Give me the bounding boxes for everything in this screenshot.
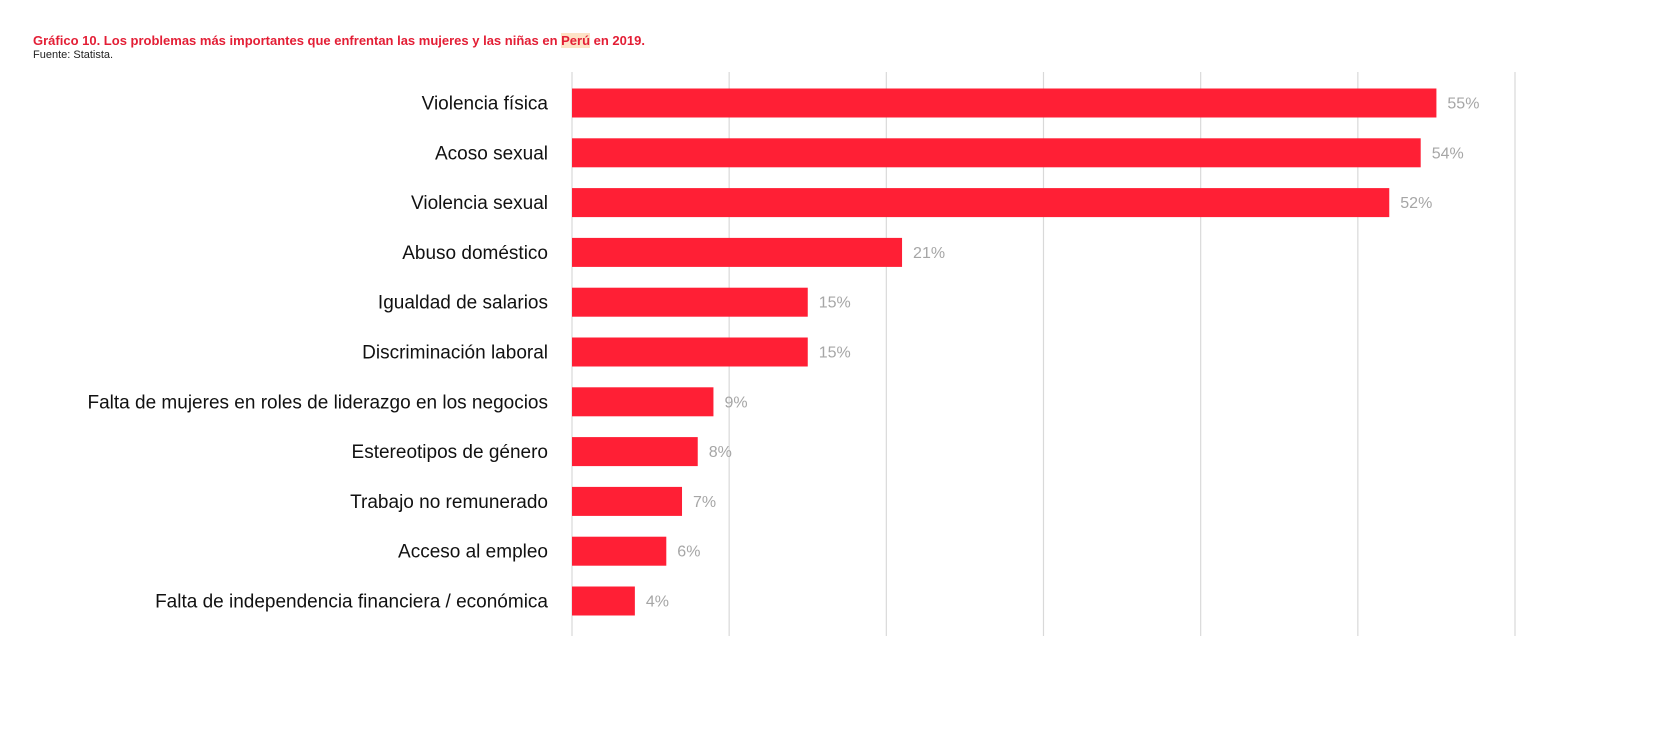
value-label: 9% <box>724 394 747 411</box>
bar <box>572 536 667 566</box>
category-label: Violencia física <box>422 94 549 115</box>
category-labels: Violencia física Acoso sexual Violencia se… <box>88 94 549 613</box>
bar <box>572 387 714 417</box>
chart-header: Gráfico 10. Los problemas más importante… <box>33 33 645 63</box>
category-label: Estereotipos de género <box>352 442 548 463</box>
value-label: 15% <box>819 295 851 312</box>
bar <box>572 188 1390 218</box>
value-label: 7% <box>693 494 716 511</box>
category-label: Falta de independencia financiera / econ… <box>155 592 548 613</box>
bar <box>572 88 1437 118</box>
value-label: 54% <box>1432 145 1464 162</box>
value-labels: 55% 54% 52% 21% 15% 15% 9% 8% 7% 6% 4% <box>646 96 1480 611</box>
value-label: 52% <box>1400 195 1432 212</box>
chart-source: Fuente: Statista. <box>33 49 114 61</box>
bar <box>572 287 808 317</box>
category-label: Acoso sexual <box>435 143 548 164</box>
value-label: 6% <box>677 544 700 561</box>
chart-title: Gráfico 10. Los problemas más importante… <box>33 33 645 48</box>
category-label: Discriminación laboral <box>362 343 548 364</box>
value-label: 8% <box>709 444 732 461</box>
bar <box>572 337 808 367</box>
chart-title-highlight: Perú <box>561 33 591 48</box>
chart-title-suffix: en 2019. <box>590 33 645 48</box>
bar <box>572 586 635 616</box>
bar <box>572 138 1421 168</box>
category-label: Acceso al empleo <box>398 542 548 563</box>
category-label: Abuso doméstico <box>402 243 548 264</box>
category-label: Igualdad de salarios <box>378 293 548 314</box>
value-label: 15% <box>819 345 851 362</box>
chart-title-prefix: Gráfico 10. Los problemas más importante… <box>33 33 562 48</box>
bars <box>572 88 1437 616</box>
bar <box>572 486 683 516</box>
bar <box>572 237 903 267</box>
bar <box>572 437 698 467</box>
category-label: Violencia sexual <box>411 193 548 214</box>
value-label: 55% <box>1447 96 1479 113</box>
value-label: 21% <box>913 245 945 262</box>
category-label: Trabajo no remunerado <box>350 492 548 513</box>
value-label: 4% <box>646 594 669 611</box>
category-label: Falta de mujeres en roles de liderazgo e… <box>88 392 549 413</box>
